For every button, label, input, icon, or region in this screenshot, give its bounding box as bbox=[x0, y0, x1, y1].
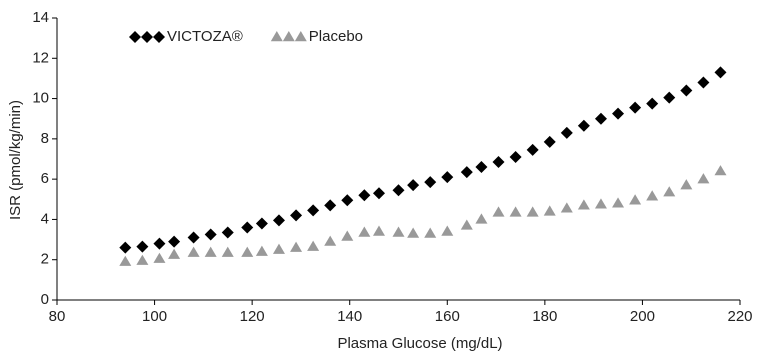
point bbox=[307, 240, 320, 251]
point bbox=[543, 135, 556, 148]
legend-marker bbox=[282, 31, 295, 42]
point bbox=[290, 209, 303, 222]
point bbox=[372, 225, 385, 236]
point bbox=[680, 179, 693, 190]
y-tick-label: 10 bbox=[32, 90, 49, 107]
point bbox=[341, 230, 354, 241]
point bbox=[492, 206, 505, 217]
point bbox=[475, 213, 488, 224]
y-tick-label: 8 bbox=[41, 130, 49, 147]
point bbox=[324, 235, 337, 246]
legend-marker bbox=[270, 31, 283, 42]
point bbox=[221, 226, 234, 239]
y-tick-label: 12 bbox=[32, 49, 49, 66]
legend-marker bbox=[129, 31, 141, 43]
point bbox=[612, 107, 625, 120]
point bbox=[241, 246, 254, 257]
point bbox=[646, 190, 659, 201]
point bbox=[407, 179, 420, 192]
x-tick-label: 100 bbox=[142, 308, 167, 325]
point bbox=[509, 150, 522, 163]
point bbox=[168, 248, 181, 259]
point bbox=[560, 126, 573, 139]
point bbox=[526, 143, 539, 156]
point bbox=[324, 199, 337, 212]
legend-marker bbox=[294, 31, 307, 42]
point bbox=[392, 184, 405, 197]
x-tick-label: 80 bbox=[49, 308, 66, 325]
point bbox=[392, 226, 405, 237]
point bbox=[187, 246, 200, 257]
y-tick-label: 0 bbox=[41, 291, 49, 308]
point bbox=[153, 237, 166, 250]
point bbox=[204, 228, 217, 241]
point bbox=[629, 194, 642, 205]
point bbox=[441, 171, 454, 184]
legend-marker bbox=[153, 31, 165, 43]
point bbox=[577, 199, 590, 210]
point bbox=[255, 245, 268, 256]
y-tick-label: 14 bbox=[32, 9, 49, 26]
point bbox=[509, 206, 522, 217]
point bbox=[646, 97, 659, 110]
point bbox=[612, 197, 625, 208]
point bbox=[187, 231, 200, 244]
point bbox=[526, 206, 539, 217]
point bbox=[372, 187, 385, 200]
y-axis-label: ISR (pmol/kg/min) bbox=[7, 100, 24, 220]
point bbox=[424, 227, 437, 238]
point bbox=[475, 161, 488, 174]
x-tick-label: 200 bbox=[630, 308, 655, 325]
point bbox=[663, 186, 676, 197]
legend-label: Placebo bbox=[309, 28, 363, 45]
x-tick-label: 160 bbox=[435, 308, 460, 325]
x-tick-label: 140 bbox=[337, 308, 362, 325]
point bbox=[204, 246, 217, 257]
point bbox=[272, 214, 285, 227]
point bbox=[680, 84, 693, 97]
point bbox=[255, 217, 268, 230]
point bbox=[714, 66, 727, 79]
x-tick-label: 120 bbox=[240, 308, 265, 325]
point bbox=[136, 240, 149, 253]
point bbox=[424, 176, 437, 189]
point bbox=[290, 241, 303, 252]
point bbox=[594, 198, 607, 209]
point bbox=[358, 226, 371, 237]
x-axis-label: Plasma Glucose (mg/dL) bbox=[337, 335, 502, 352]
point bbox=[221, 246, 234, 257]
point bbox=[594, 112, 607, 125]
x-tick-label: 220 bbox=[727, 308, 752, 325]
point bbox=[358, 189, 371, 202]
point bbox=[168, 235, 181, 248]
point bbox=[119, 241, 132, 254]
point bbox=[341, 194, 354, 207]
y-tick-label: 2 bbox=[41, 251, 49, 268]
x-tick-label: 180 bbox=[532, 308, 557, 325]
point bbox=[272, 243, 285, 254]
point bbox=[241, 221, 254, 234]
point bbox=[543, 205, 556, 216]
point bbox=[307, 204, 320, 217]
point bbox=[714, 165, 727, 176]
legend-marker bbox=[141, 31, 153, 43]
point bbox=[663, 91, 676, 104]
point bbox=[492, 156, 505, 169]
y-tick-label: 6 bbox=[41, 170, 49, 187]
point bbox=[697, 76, 710, 89]
point bbox=[577, 119, 590, 132]
point bbox=[560, 202, 573, 213]
point bbox=[136, 254, 149, 265]
point bbox=[407, 227, 420, 238]
point bbox=[153, 252, 166, 263]
point bbox=[441, 225, 454, 236]
point bbox=[460, 219, 473, 230]
point bbox=[460, 166, 473, 179]
point bbox=[119, 255, 132, 266]
legend-label: VICTOZA® bbox=[167, 28, 243, 45]
point bbox=[697, 173, 710, 184]
y-tick-label: 4 bbox=[41, 210, 49, 227]
point bbox=[629, 101, 642, 114]
